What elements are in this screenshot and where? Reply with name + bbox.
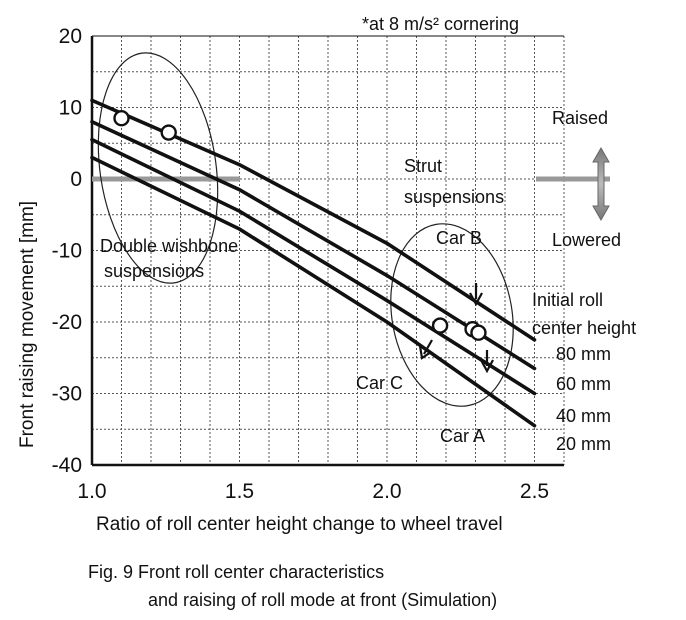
x-tick-label: 2.0 xyxy=(372,480,401,503)
legend-entry: 60 mm xyxy=(556,374,611,394)
data-point xyxy=(431,317,449,334)
strut-label-line2: suspensions xyxy=(404,187,504,207)
series-lines xyxy=(90,98,537,428)
double-wishbone-label-line1: Double wishbone xyxy=(100,236,238,256)
plot-frame xyxy=(90,35,564,467)
car-c-arrow xyxy=(418,339,433,360)
figure-caption-line1: Fig. 9 Front roll center characteristics xyxy=(88,562,385,582)
series-line xyxy=(90,98,537,342)
double-wishbone-ellipse xyxy=(97,52,219,284)
y-tick-label: 20 xyxy=(59,25,82,48)
y-tick-label: -40 xyxy=(52,454,82,477)
x-tick-label: 1.0 xyxy=(77,480,106,503)
y-tick-label: 10 xyxy=(59,97,82,120)
y-tick-label: -30 xyxy=(52,383,82,406)
lowered-label: Lowered xyxy=(552,230,621,250)
figure-caption-line2: and raising of roll mode at front (Simul… xyxy=(148,590,498,610)
y-tick-label: 0 xyxy=(70,168,82,191)
y-tick-label: -20 xyxy=(52,311,82,334)
double-wishbone-label-line2: suspensions xyxy=(104,261,204,281)
car-b-label: Car B xyxy=(436,228,482,248)
data-points xyxy=(113,110,494,374)
data-point xyxy=(470,324,487,341)
legend-title-line1: Initial roll xyxy=(532,290,603,310)
x-axis-label: Ratio of roll center height change to wh… xyxy=(96,514,503,535)
y-axis-label: Front raising movement [mm] xyxy=(17,201,38,448)
series-line xyxy=(90,155,537,428)
legend-entry: 40 mm xyxy=(556,406,611,426)
x-tick-label: 1.5 xyxy=(225,480,254,503)
cornering-note: *at 8 m/s² cornering xyxy=(362,14,519,34)
legend-entry: 80 mm xyxy=(556,344,611,364)
legend: 80 mm 60 mm 40 mm 20 mm xyxy=(556,344,611,454)
car-c-label: Car C xyxy=(356,373,403,393)
strut-label-line1: Strut xyxy=(404,156,442,176)
car-b-arrow xyxy=(469,283,483,307)
y-tick-label: -10 xyxy=(52,240,82,263)
car-a-arrow xyxy=(480,350,494,374)
series-line xyxy=(90,137,537,396)
legend-entry: 20 mm xyxy=(556,434,611,454)
raised-lowered-arrow xyxy=(592,146,610,222)
x-tick-label: 2.5 xyxy=(520,480,549,503)
data-point xyxy=(113,110,130,127)
raised-label: Raised xyxy=(552,108,608,128)
annotation-shapes xyxy=(92,52,610,407)
data-point xyxy=(160,124,177,141)
legend-title-line2: center height xyxy=(532,318,636,338)
car-a-label: Car A xyxy=(440,426,485,446)
series-line xyxy=(90,120,537,371)
tick-labels: 1.0 1.5 2.0 2.5 20 10 0 -10 -20 -30 -40 xyxy=(52,25,549,503)
